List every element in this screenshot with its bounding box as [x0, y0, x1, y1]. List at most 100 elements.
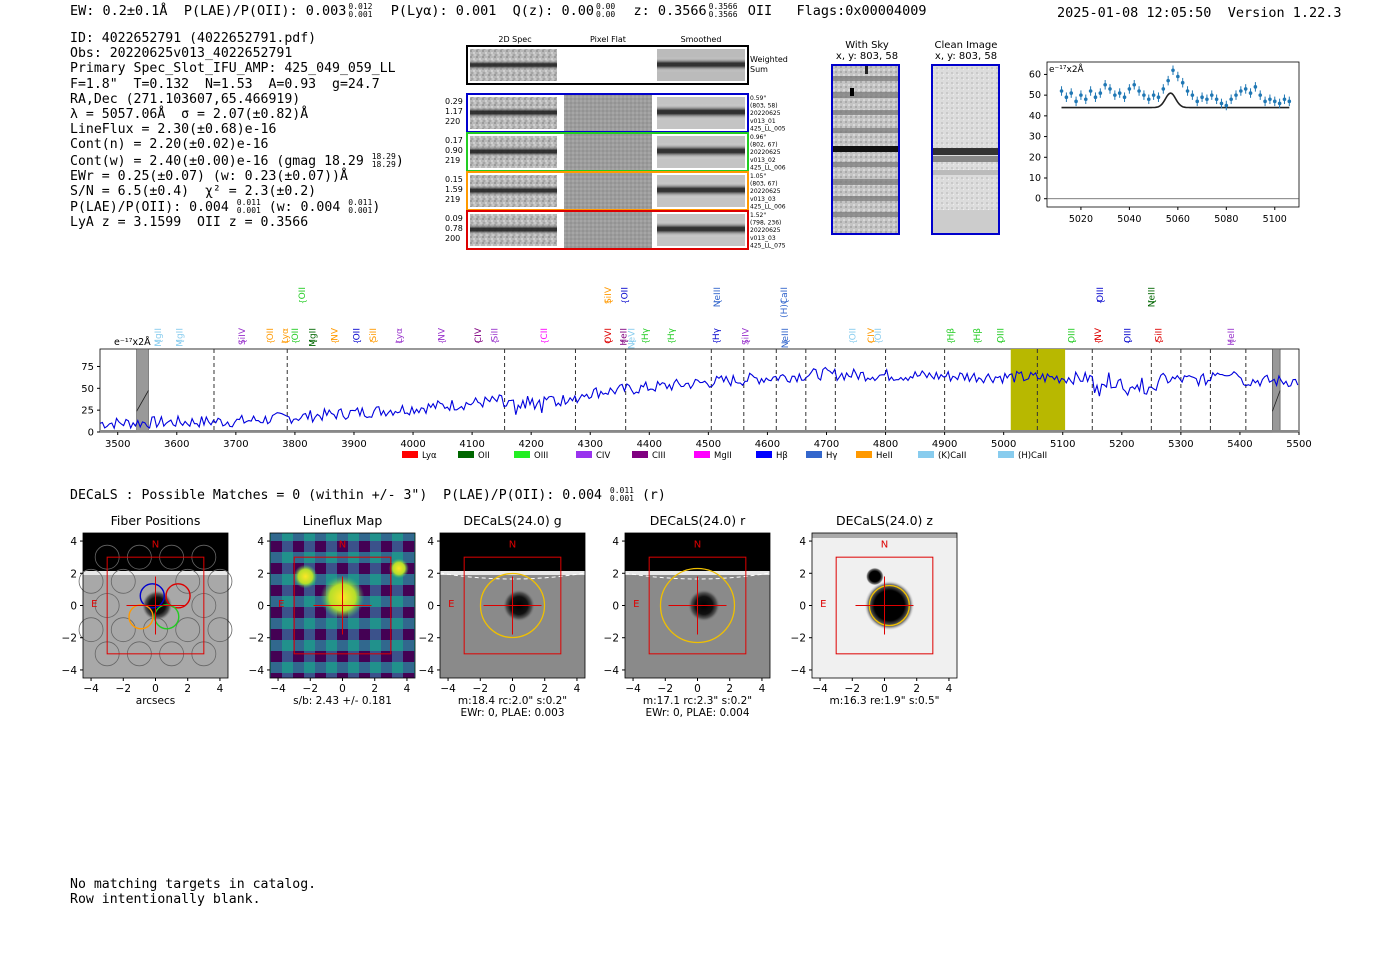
zoom-data-point	[1171, 68, 1175, 73]
legend-swatch	[918, 451, 934, 458]
thumb-xtick-label: −4	[83, 683, 99, 695]
line-id-label: OIII	[1124, 328, 1134, 343]
cutout-left-value: 219	[445, 195, 460, 204]
info-id: ID: 4022652791 (4022652791.pdf)	[70, 31, 317, 46]
zoom-data-point	[1248, 91, 1253, 95]
spectrum-xtick-label: 4300	[578, 439, 603, 450]
neighbor-source	[865, 567, 884, 586]
thumb-ytick-label: 2	[70, 568, 77, 580]
thumb-title: DECaLS(24.0) z	[836, 513, 933, 528]
thumb-xtick-label: −2	[473, 683, 488, 695]
cutout-left-value: 0.78	[445, 224, 463, 233]
ew-text: EW: 0.2±0.1Å	[70, 3, 168, 19]
spectrum-unit-label: e⁻¹⁷x2Å	[114, 336, 151, 348]
cutout-right-value: 20220625	[750, 110, 781, 117]
cutout-right-value: v013_02	[750, 157, 776, 164]
info-sn: S/N = 6.5(±0.4) χ² = 2.3(±0.2)	[70, 184, 317, 200]
info-ewr: EWr = 0.25(±0.07) (w: 0.23(±0.07))Å	[70, 168, 348, 184]
zoom-data-point	[1176, 74, 1180, 79]
zoom-data-point	[1243, 87, 1248, 91]
zoom-data-point	[1151, 93, 1156, 97]
cutout-smooth-trace	[657, 221, 745, 237]
z-lo: 0.3566	[708, 10, 738, 19]
zoom-data-point	[1234, 93, 1238, 97]
zoom-data-point	[1200, 95, 1204, 100]
zoom-data-point	[1161, 87, 1166, 91]
with-sky-xy: x, y: 803, 58	[836, 51, 898, 62]
thumb-caption: s/b: 2.43 +/- 0.181	[293, 695, 392, 707]
line-id-bracket: {	[309, 339, 318, 344]
line-id-bracket: {	[291, 339, 300, 344]
fiber-circle	[175, 568, 201, 594]
zoom-data-point	[1185, 89, 1190, 93]
line-id-label: OVI	[604, 328, 614, 344]
zoom-data-point	[1113, 93, 1117, 97]
line-id-label-top: OIII	[1096, 287, 1106, 302]
zoom-xtick-label: 5060	[1166, 214, 1190, 225]
qz-lo: 0.00	[595, 10, 616, 19]
spectrum-xtick-label: 5300	[1168, 439, 1193, 450]
line-id-label: CIV	[474, 327, 484, 343]
line-id-label: MgII	[309, 328, 319, 347]
cutout-smooth-trace	[657, 143, 745, 159]
zoom-data-point	[1079, 93, 1083, 97]
aperture-ellipse	[479, 572, 546, 639]
zoom-data-point	[1209, 93, 1214, 97]
spectrum-xtick-label: 4600	[755, 439, 780, 450]
line-id-bracket: {	[742, 339, 751, 344]
cutout-left-value: 0.17	[445, 136, 463, 145]
line-id-label: HeII	[619, 328, 629, 346]
line-id-bracket: {	[947, 339, 956, 344]
line-id-label: SiIV	[238, 327, 248, 345]
zoom-ytick-label: 0	[1035, 194, 1041, 205]
spectrum-xtick-label: 5500	[1286, 439, 1311, 450]
line-id-label: SiII	[1154, 328, 1164, 342]
line-id-bracket: {	[540, 339, 549, 344]
thumb-xtick-label: 0	[152, 683, 159, 695]
line-id-bracket-top: {	[1147, 299, 1156, 304]
line-id-label: CIV	[867, 327, 877, 343]
line-id-label-top: NeIII	[713, 287, 723, 307]
mask-hatch	[1272, 390, 1281, 412]
cutout-left-value: 1.17	[445, 107, 463, 116]
cutout-flat-image	[564, 134, 652, 170]
zoom-data-point	[1127, 87, 1132, 91]
thumb-ytick-label: −4	[62, 665, 78, 677]
cutout-right-value: 20220625	[750, 149, 781, 156]
line-window-highlight	[1010, 349, 1066, 432]
legend-swatch	[632, 451, 648, 458]
legend-label: OII	[478, 451, 490, 461]
catalog-line2: Row intentionally blank.	[70, 892, 261, 907]
zoom-data-point	[1287, 99, 1292, 104]
contw-close: )	[395, 153, 404, 169]
zoom-data-point	[1195, 99, 1200, 104]
with-sky-title: With Sky	[845, 40, 889, 51]
spectrum-xtick-label: 3900	[341, 439, 366, 450]
zoom-data-point	[1214, 97, 1219, 102]
line-id-label: NV	[437, 327, 447, 341]
line-id-label: SiII	[491, 328, 501, 342]
line-id-bracket: {	[628, 339, 637, 344]
zoom-data-point	[1064, 95, 1069, 100]
fiber-circle	[175, 617, 201, 643]
cutout-right-value: 0.96"	[750, 134, 766, 141]
line-id-bracket: {	[1124, 339, 1133, 344]
thumb-caption: m:16.3 re:1.9" s:0.5"	[830, 695, 940, 707]
zoom-data-point	[1122, 95, 1127, 100]
east-label: E	[91, 599, 97, 610]
thumb-xtick-label: 2	[726, 683, 733, 695]
legend-swatch	[756, 451, 772, 458]
spectrum-xtick-label: 5400	[1227, 439, 1252, 450]
fiber-circle	[110, 568, 136, 594]
cutout-flat-image	[564, 212, 652, 248]
zoom-data-point	[1239, 89, 1243, 93]
fiber-green	[154, 604, 180, 630]
spectrum-xtick-label: 4800	[873, 439, 898, 450]
cutout-right-value: v013_03	[750, 196, 776, 203]
spectrum-xtick-label: 3500	[105, 439, 130, 450]
cutout-left-value: 1.59	[445, 185, 463, 194]
sum-label: Sum	[750, 65, 768, 74]
zoom-axes-frame	[1046, 61, 1300, 208]
cutout-smooth-trace	[657, 182, 745, 198]
thumb-xtick-label: 4	[946, 683, 953, 695]
